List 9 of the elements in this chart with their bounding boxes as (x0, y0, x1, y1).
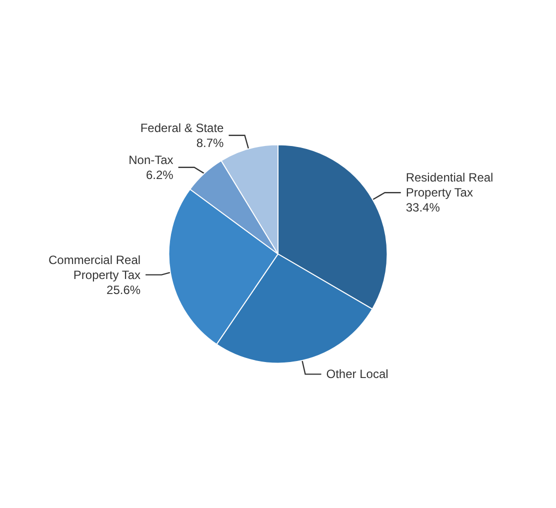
slice-label: Federal & State (140, 120, 224, 135)
data-label: 8.7% (196, 136, 224, 150)
slice-label: Commercial Real Property Tax (48, 252, 141, 282)
slice-label: Residential Real Property Tax (406, 170, 497, 200)
slice-label: Other Local (326, 367, 388, 382)
slice-label: Non-Tax (128, 152, 174, 167)
data-label: 6.2% (146, 168, 174, 182)
data-label: 25.6% (106, 282, 141, 297)
data-label: 33.4% (406, 200, 440, 215)
